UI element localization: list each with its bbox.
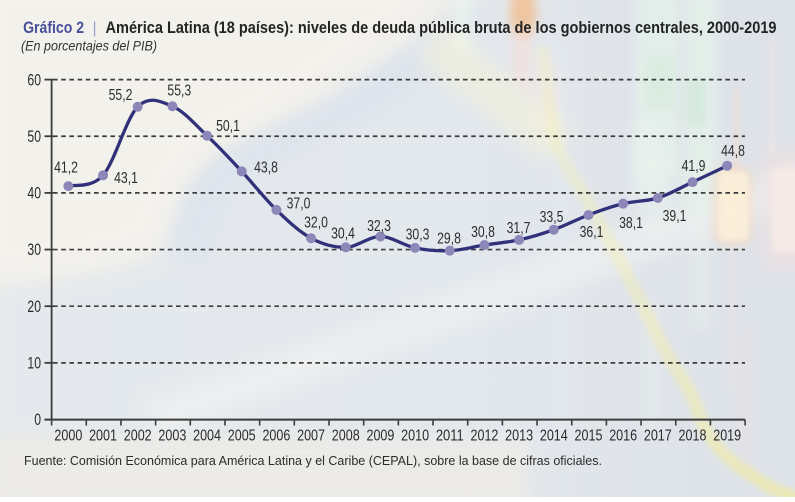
svg-text:31,7: 31,7: [507, 220, 531, 237]
svg-text:2017: 2017: [644, 427, 672, 444]
svg-text:(En porcentajes del PIB): (En porcentajes del PIB): [21, 39, 157, 54]
svg-text:32,0: 32,0: [304, 215, 328, 232]
svg-text:América Latina (18 países): ni: América Latina (18 países): niveles de d…: [106, 19, 777, 37]
svg-text:2004: 2004: [193, 427, 221, 444]
svg-text:29,8: 29,8: [437, 231, 461, 248]
svg-text:2014: 2014: [540, 427, 568, 444]
svg-text:Gráfico 2: Gráfico 2: [23, 19, 84, 37]
svg-text:30: 30: [27, 241, 41, 259]
svg-text:50,1: 50,1: [216, 118, 240, 135]
svg-text:55,2: 55,2: [109, 87, 133, 104]
svg-text:2005: 2005: [228, 427, 256, 444]
svg-text:2011: 2011: [436, 427, 464, 444]
svg-text:|: |: [93, 20, 97, 37]
svg-text:20: 20: [27, 298, 41, 316]
svg-text:30,4: 30,4: [331, 226, 355, 243]
svg-text:39,1: 39,1: [663, 208, 687, 225]
svg-text:38,1: 38,1: [619, 215, 643, 232]
svg-text:37,0: 37,0: [287, 196, 311, 213]
svg-text:2001: 2001: [89, 427, 117, 444]
svg-text:10: 10: [27, 355, 41, 373]
svg-text:33,5: 33,5: [540, 209, 564, 226]
svg-text:2003: 2003: [158, 427, 186, 444]
svg-text:2012: 2012: [471, 427, 499, 444]
svg-text:43,1: 43,1: [114, 170, 138, 187]
svg-text:40: 40: [27, 185, 41, 203]
svg-text:30,3: 30,3: [406, 227, 430, 244]
svg-text:2013: 2013: [505, 427, 533, 444]
svg-text:2016: 2016: [609, 427, 637, 444]
svg-text:2015: 2015: [575, 427, 603, 444]
svg-text:2006: 2006: [262, 427, 290, 444]
svg-text:2008: 2008: [332, 427, 360, 444]
svg-text:2002: 2002: [124, 427, 152, 444]
svg-text:Fuente: Comisión Económica par: Fuente: Comisión Económica para América …: [24, 453, 602, 468]
svg-text:2000: 2000: [54, 427, 82, 444]
svg-text:2007: 2007: [297, 427, 325, 444]
svg-text:2010: 2010: [401, 427, 429, 444]
svg-text:0: 0: [34, 411, 41, 429]
svg-text:30,8: 30,8: [471, 224, 495, 241]
svg-text:32,3: 32,3: [367, 218, 391, 235]
svg-text:2018: 2018: [679, 427, 707, 444]
svg-text:36,1: 36,1: [580, 224, 604, 241]
svg-text:55,3: 55,3: [167, 83, 191, 100]
svg-text:2019: 2019: [713, 427, 741, 444]
svg-text:60: 60: [27, 71, 41, 89]
svg-text:43,8: 43,8: [254, 160, 278, 177]
svg-text:50: 50: [27, 128, 41, 146]
svg-text:41,9: 41,9: [682, 158, 706, 175]
svg-text:41,2: 41,2: [54, 160, 78, 177]
svg-text:2009: 2009: [366, 427, 394, 444]
svg-text:44,8: 44,8: [721, 143, 745, 160]
